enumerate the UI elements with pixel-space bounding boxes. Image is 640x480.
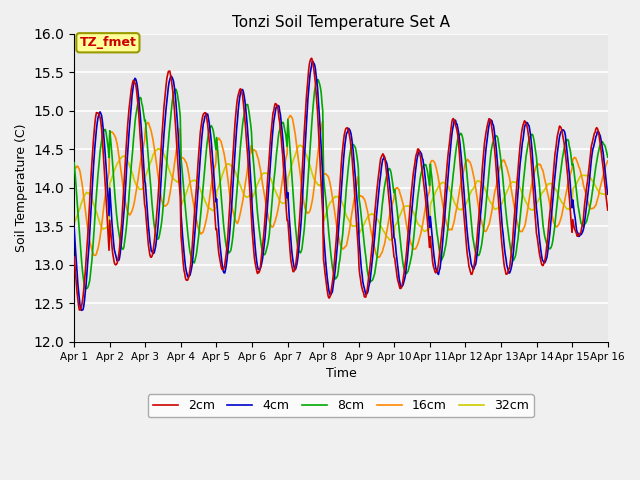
32cm xyxy=(189,178,196,183)
2cm xyxy=(604,207,612,213)
32cm xyxy=(70,220,78,226)
2cm xyxy=(81,278,88,284)
Text: TZ_fmet: TZ_fmet xyxy=(79,36,136,49)
Y-axis label: Soil Temperature (C): Soil Temperature (C) xyxy=(15,124,28,252)
16cm xyxy=(189,197,196,203)
2cm xyxy=(407,192,415,198)
Title: Tonzi Soil Temperature Set A: Tonzi Soil Temperature Set A xyxy=(232,15,450,30)
4cm xyxy=(136,103,143,109)
4cm xyxy=(70,225,78,230)
8cm xyxy=(604,154,612,160)
4cm xyxy=(604,192,612,197)
16cm xyxy=(375,254,383,260)
32cm xyxy=(296,143,304,148)
16cm xyxy=(80,194,88,200)
32cm xyxy=(80,193,88,199)
8cm xyxy=(314,77,321,83)
2cm xyxy=(218,266,226,272)
16cm xyxy=(70,168,78,174)
2cm xyxy=(70,254,78,260)
4cm xyxy=(218,259,226,265)
Legend: 2cm, 4cm, 8cm, 16cm, 32cm: 2cm, 4cm, 8cm, 16cm, 32cm xyxy=(148,395,534,417)
4cm xyxy=(190,246,198,252)
Line: 32cm: 32cm xyxy=(74,145,608,240)
8cm xyxy=(423,165,431,171)
16cm xyxy=(286,113,294,119)
16cm xyxy=(135,171,143,177)
8cm xyxy=(190,260,198,265)
Line: 8cm: 8cm xyxy=(74,80,608,288)
16cm xyxy=(217,139,225,144)
2cm xyxy=(190,223,198,228)
32cm xyxy=(423,228,431,233)
8cm xyxy=(218,201,226,206)
16cm xyxy=(423,198,431,204)
4cm xyxy=(308,58,316,64)
8cm xyxy=(70,160,78,166)
2cm xyxy=(76,307,84,313)
2cm xyxy=(423,209,431,215)
X-axis label: Time: Time xyxy=(326,367,356,380)
2cm xyxy=(136,122,143,128)
4cm xyxy=(77,308,85,313)
8cm xyxy=(81,286,89,291)
8cm xyxy=(407,255,415,261)
32cm xyxy=(407,204,415,210)
4cm xyxy=(423,189,431,195)
8cm xyxy=(136,96,143,101)
Line: 16cm: 16cm xyxy=(74,116,608,257)
8cm xyxy=(80,278,88,284)
Line: 2cm: 2cm xyxy=(74,58,608,310)
16cm xyxy=(407,241,415,247)
32cm xyxy=(387,237,395,243)
32cm xyxy=(217,177,225,182)
16cm xyxy=(604,158,612,164)
4cm xyxy=(81,297,88,303)
32cm xyxy=(135,185,143,191)
Line: 4cm: 4cm xyxy=(74,61,608,311)
32cm xyxy=(604,188,612,194)
4cm xyxy=(407,216,415,221)
2cm xyxy=(308,55,316,61)
